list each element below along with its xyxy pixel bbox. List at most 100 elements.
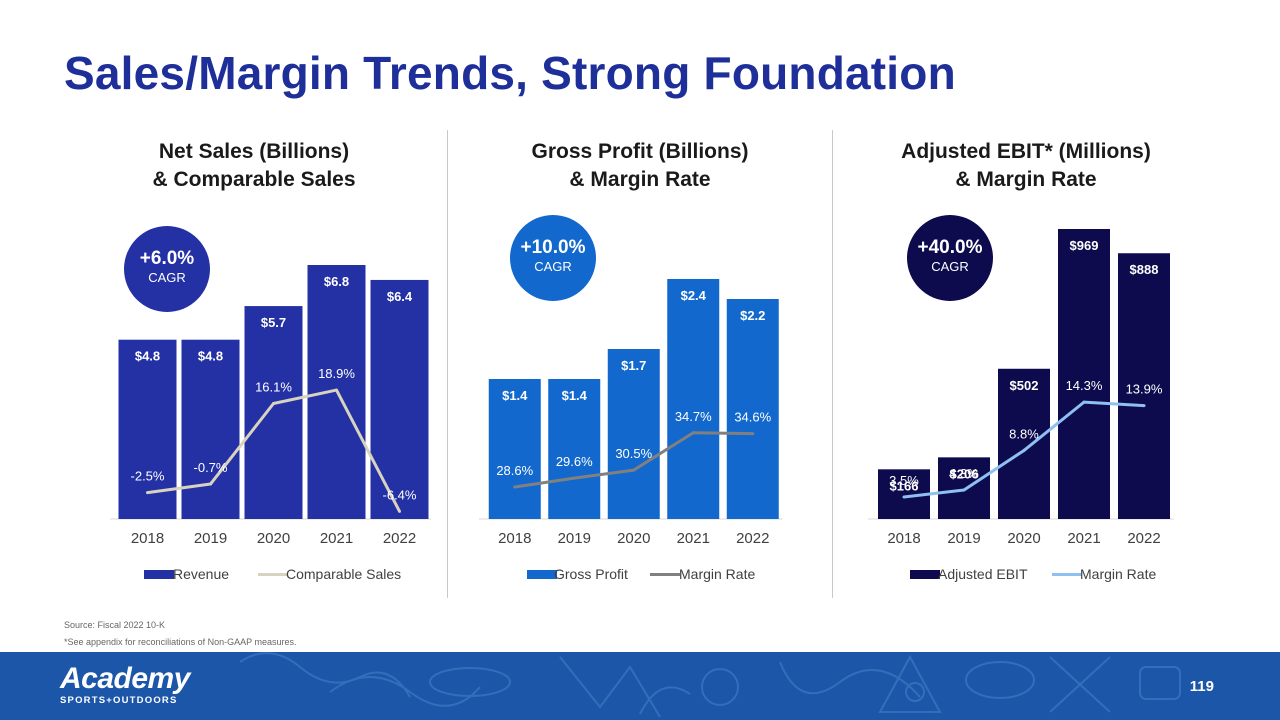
legend-swatch	[1052, 573, 1082, 576]
legend-swatch	[527, 570, 557, 579]
bar	[244, 306, 303, 519]
bar-value-label: $4.8	[198, 349, 223, 364]
x-tick-label: 2018	[498, 530, 531, 547]
line-point	[902, 495, 906, 499]
panel-title-line: & Margin Rate	[955, 168, 1097, 191]
bar-value-label: $2.2	[740, 308, 765, 323]
legend-label: Comparable Sales	[286, 566, 402, 582]
panel-title-line: & Margin Rate	[569, 168, 711, 191]
logo-name: Academy	[60, 662, 190, 695]
cagr-label: CAGR	[148, 270, 186, 285]
net-sales-panel: Net Sales (Billions) & Comparable Sales …	[62, 138, 446, 598]
line-point	[513, 485, 517, 489]
x-tick-label: 2022	[1127, 530, 1160, 547]
bar	[938, 457, 990, 519]
line-point	[691, 431, 695, 435]
x-tick-label: 2019	[194, 530, 227, 547]
adjusted-ebit-panel: Adjusted EBIT* (Millions) & Margin Rate …	[834, 138, 1218, 598]
source-note: Source: Fiscal 2022 10-K	[64, 620, 166, 630]
line-value-label: 8.8%	[1009, 426, 1039, 441]
line-value-label: -2.5%	[131, 469, 165, 484]
line-point	[1082, 400, 1086, 404]
legend-label: Revenue	[173, 566, 230, 582]
panel-title: Adjusted EBIT* (Millions) & Margin Rate	[834, 138, 1218, 194]
legend-swatch	[258, 573, 288, 576]
bar-value-label: $6.8	[324, 274, 349, 289]
x-tick-label: 2020	[257, 530, 290, 547]
bar-value-label: $1.4	[562, 388, 588, 403]
footnotes: Source: Fiscal 2022 10-K *See appendix f…	[64, 617, 296, 651]
bar	[667, 279, 720, 519]
line-value-label: 30.5%	[615, 446, 652, 461]
line-value-label: 16.1%	[255, 380, 292, 395]
line-point	[146, 491, 149, 495]
gross-profit-panel: Gross Profit (Billions) & Margin Rate +1…	[448, 138, 832, 598]
footer-pattern	[239, 652, 1181, 718]
bar-value-label: $4.8	[135, 349, 160, 364]
bar	[726, 299, 779, 519]
legend-swatch	[910, 570, 940, 579]
x-tick-label: 2019	[947, 530, 980, 547]
line-value-label: 4.3%	[949, 466, 979, 481]
bar	[1058, 229, 1110, 519]
x-tick-label: 2020	[1007, 530, 1040, 547]
cagr-label: CAGR	[534, 259, 572, 274]
gross-profit-chart: $1.4 2018 $1.4 2019 $1.7 2020 $2.4 2021 $2.2 2022…	[479, 279, 783, 547]
bar	[548, 379, 601, 519]
panel-title-line: Gross Profit (Billions)	[531, 140, 749, 163]
bar	[181, 339, 240, 519]
line-value-label: 29.6%	[556, 454, 593, 469]
adjusted-ebit-chart: $166 2018 $206 2019 $502 2020 $969 2021 $888 2022…	[868, 229, 1174, 547]
line-point	[1142, 404, 1146, 408]
bar-value-label: $166	[890, 478, 919, 493]
cagr-value: +10.0%	[520, 237, 586, 258]
x-tick-label: 2019	[558, 530, 591, 547]
x-tick-label: 2021	[1067, 530, 1100, 547]
line-point	[335, 388, 338, 392]
line-point	[572, 476, 576, 480]
panel-title-line: Net Sales (Billions)	[158, 140, 350, 163]
bar-value-label: $1.7	[621, 358, 646, 373]
bar-value-label: $888	[1130, 262, 1159, 277]
line-value-label: 18.9%	[318, 366, 355, 381]
non-gaap-note: *See appendix for reconciliations of Non…	[64, 637, 297, 647]
legend-swatch	[144, 570, 174, 579]
line-value-label: 13.9%	[1126, 382, 1163, 397]
bar-value-label: $1.4	[502, 388, 528, 403]
cagr-badge: +10.0% CAGR	[510, 215, 596, 301]
cagr-badge: +6.0% CAGR	[124, 226, 210, 312]
bar-value-label: $2.4	[681, 288, 707, 303]
x-tick-label: 2022	[736, 530, 769, 547]
x-tick-label: 2021	[677, 530, 710, 547]
bar-value-label: $206	[950, 466, 979, 481]
line-point	[1022, 448, 1026, 452]
logo-subtitle: SPORTS+OUTDOORS	[60, 695, 178, 706]
bar	[998, 368, 1050, 519]
panel-title: Gross Profit (Billions) & Margin Rate	[448, 138, 832, 194]
net-sales-chart: $4.8 2018 $4.8 2019 $5.7 2020 $6.8 2021 $6.4 2022…	[110, 265, 431, 547]
bar	[607, 349, 660, 519]
bar-value-label: $6.4	[387, 289, 413, 304]
line-value-label: 34.7%	[675, 409, 712, 424]
x-tick-label: 2022	[383, 530, 416, 547]
x-tick-label: 2020	[617, 530, 650, 547]
cagr-label: CAGR	[931, 259, 969, 274]
legend-label: Adjusted EBIT	[938, 566, 1028, 582]
bar-value-label: $969	[1070, 238, 1099, 253]
line-point	[209, 482, 212, 486]
panel-divider	[832, 130, 833, 598]
bar	[370, 279, 429, 519]
slide-title: Sales/Margin Trends, Strong Foundation	[64, 47, 956, 99]
page-number: 119	[1189, 678, 1214, 695]
bar	[1118, 253, 1170, 519]
line-value-label: 3.5%	[889, 473, 919, 488]
cagr-value: +40.0%	[917, 237, 983, 258]
x-tick-label: 2018	[887, 530, 920, 547]
x-tick-label: 2021	[320, 530, 353, 547]
line-value-label: 28.6%	[496, 463, 533, 478]
legend-label: Margin Rate	[679, 566, 756, 582]
bar-value-label: $5.7	[261, 315, 286, 330]
legend-label: Gross Profit	[554, 566, 628, 582]
cagr-badge: +40.0% CAGR	[907, 215, 993, 301]
legend-swatch	[650, 573, 680, 576]
